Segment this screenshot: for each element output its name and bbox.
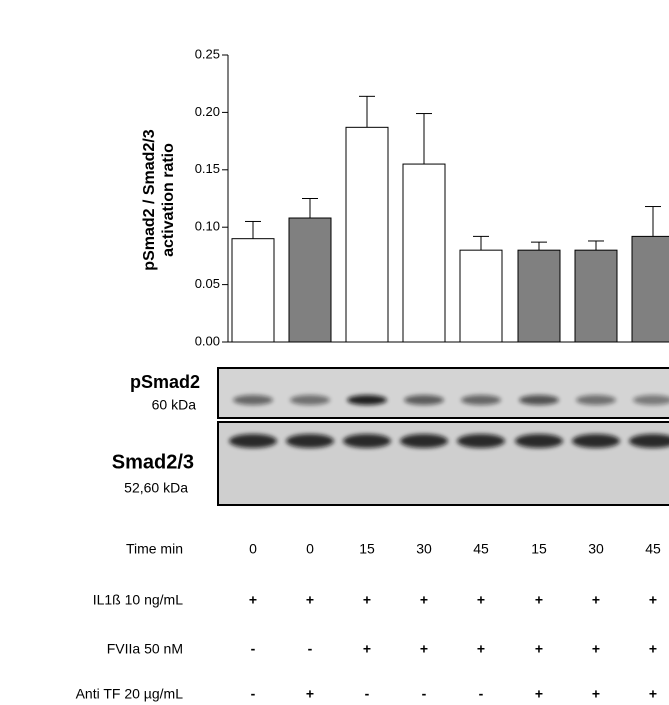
condition-cell: + bbox=[535, 592, 543, 608]
condition-cell: + bbox=[477, 592, 485, 608]
y-tick-label: 0.10 bbox=[195, 219, 220, 234]
condition-cell: 0 bbox=[249, 541, 257, 557]
condition-cell: - bbox=[251, 641, 256, 657]
blot-band bbox=[343, 434, 391, 448]
y-label-line: pSmad2 / Smad2/3 bbox=[141, 129, 158, 270]
y-label-line: activation ratio bbox=[160, 143, 177, 257]
y-tick-label: 0.00 bbox=[195, 333, 220, 348]
condition-cell: + bbox=[535, 686, 543, 702]
blot-size: 60 kDa bbox=[152, 397, 197, 413]
condition-cell: + bbox=[592, 641, 600, 657]
bar bbox=[402, 163, 446, 343]
condition-cell: - bbox=[365, 686, 370, 702]
condition-cell: - bbox=[308, 641, 313, 657]
blot-size: 52,60 kDa bbox=[124, 480, 188, 496]
condition-cell: + bbox=[363, 641, 371, 657]
condition-cell: - bbox=[251, 686, 256, 702]
condition-cell: + bbox=[649, 686, 657, 702]
y-tick-label: 0.15 bbox=[195, 161, 220, 176]
bar bbox=[288, 217, 332, 343]
blot-band bbox=[404, 395, 444, 405]
condition-cell: + bbox=[592, 592, 600, 608]
condition-cell: 30 bbox=[416, 541, 432, 557]
condition-cell: + bbox=[420, 641, 428, 657]
y-axis-label: pSmad2 / Smad2/3 activation ratio bbox=[141, 129, 177, 270]
condition-cell: 30 bbox=[588, 541, 604, 557]
blot-label: pSmad2 bbox=[130, 372, 200, 392]
blot-band bbox=[290, 395, 330, 405]
condition-cell: 45 bbox=[645, 541, 661, 557]
bar bbox=[345, 126, 389, 343]
bar bbox=[631, 235, 669, 343]
y-tick-label: 0.25 bbox=[195, 46, 220, 61]
blot-band bbox=[576, 395, 616, 405]
blot-band bbox=[633, 395, 669, 405]
bar bbox=[574, 249, 618, 343]
blot-label: Smad2/3 bbox=[112, 451, 194, 473]
condition-cell: - bbox=[422, 686, 427, 702]
y-tick-label: 0.05 bbox=[195, 276, 220, 291]
blot-band bbox=[519, 395, 559, 405]
condition-cell: + bbox=[649, 641, 657, 657]
condition-cell: + bbox=[535, 641, 543, 657]
blot-band bbox=[233, 395, 273, 405]
bar bbox=[459, 249, 503, 343]
condition-cell: + bbox=[363, 592, 371, 608]
condition-cell: + bbox=[420, 592, 428, 608]
blot-band bbox=[572, 434, 620, 448]
condition-cell: - bbox=[479, 686, 484, 702]
blot-band bbox=[629, 434, 669, 448]
condition-cell: + bbox=[249, 592, 257, 608]
condition-cell: 45 bbox=[473, 541, 489, 557]
bar bbox=[231, 238, 275, 343]
condition-label: Time min bbox=[126, 541, 183, 557]
blot-band bbox=[400, 434, 448, 448]
condition-cell: 15 bbox=[531, 541, 547, 557]
blot-band bbox=[461, 395, 501, 405]
condition-cell: 0 bbox=[306, 541, 314, 557]
condition-cell: + bbox=[306, 686, 314, 702]
blot-band bbox=[515, 434, 563, 448]
y-tick-label: 0.20 bbox=[195, 104, 220, 119]
condition-label: Anti TF 20 µg/mL bbox=[76, 686, 184, 702]
blot-band bbox=[457, 434, 505, 448]
condition-cell: 15 bbox=[359, 541, 375, 557]
condition-cell: + bbox=[306, 592, 314, 608]
bar bbox=[517, 249, 561, 343]
blot-panel bbox=[217, 367, 669, 419]
blot-band bbox=[286, 434, 334, 448]
condition-cell: + bbox=[477, 641, 485, 657]
blot-band bbox=[347, 395, 387, 405]
condition-cell: + bbox=[649, 592, 657, 608]
condition-cell: + bbox=[592, 686, 600, 702]
condition-label: IL1ß 10 ng/mL bbox=[93, 592, 183, 608]
blot-band bbox=[229, 434, 277, 448]
condition-label: FVIIa 50 nM bbox=[107, 641, 183, 657]
